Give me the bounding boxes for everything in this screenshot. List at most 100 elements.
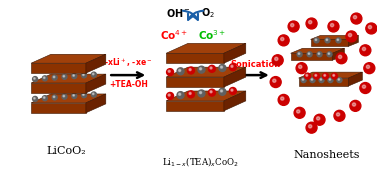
Circle shape	[314, 38, 319, 43]
Circle shape	[63, 95, 65, 97]
Circle shape	[33, 77, 37, 82]
Circle shape	[308, 53, 310, 54]
Circle shape	[82, 93, 87, 98]
Text: -xLi$^+$, -xe$^-$: -xLi$^+$, -xe$^-$	[104, 56, 152, 69]
Text: LiCoO₂: LiCoO₂	[46, 146, 86, 156]
Circle shape	[328, 78, 333, 83]
Circle shape	[270, 77, 281, 88]
Circle shape	[324, 74, 325, 76]
Circle shape	[229, 88, 236, 95]
Circle shape	[351, 13, 362, 24]
Circle shape	[72, 74, 77, 78]
Circle shape	[198, 66, 205, 73]
Circle shape	[368, 25, 372, 29]
Circle shape	[318, 53, 320, 54]
Polygon shape	[333, 48, 344, 60]
Circle shape	[42, 96, 47, 101]
Circle shape	[313, 73, 319, 79]
Circle shape	[363, 85, 366, 88]
Circle shape	[177, 68, 184, 75]
Circle shape	[278, 35, 289, 46]
Circle shape	[72, 93, 77, 98]
Text: Co$^{3+}$: Co$^{3+}$	[198, 28, 226, 42]
Circle shape	[288, 21, 299, 32]
Polygon shape	[86, 54, 106, 73]
Circle shape	[280, 37, 284, 41]
Circle shape	[364, 63, 375, 74]
Polygon shape	[31, 103, 86, 113]
Circle shape	[366, 23, 377, 34]
Circle shape	[336, 113, 340, 116]
Circle shape	[311, 79, 313, 80]
Polygon shape	[166, 77, 224, 87]
Circle shape	[179, 69, 181, 72]
Circle shape	[177, 92, 184, 99]
Circle shape	[338, 79, 339, 80]
Circle shape	[305, 73, 311, 79]
Circle shape	[317, 52, 322, 57]
Text: OH$^-$: OH$^-$	[166, 7, 191, 19]
Circle shape	[319, 78, 324, 83]
Circle shape	[273, 79, 276, 82]
Circle shape	[219, 88, 226, 95]
Circle shape	[179, 93, 181, 95]
Circle shape	[63, 75, 65, 77]
Polygon shape	[166, 91, 246, 101]
Circle shape	[62, 94, 67, 99]
Circle shape	[208, 65, 215, 72]
Text: O$_2$: O$_2$	[201, 7, 215, 20]
Circle shape	[333, 74, 335, 76]
Circle shape	[189, 69, 191, 71]
Circle shape	[82, 73, 87, 78]
Circle shape	[83, 74, 84, 75]
Circle shape	[310, 78, 315, 83]
Circle shape	[198, 90, 205, 97]
Circle shape	[219, 65, 226, 72]
Circle shape	[336, 53, 347, 64]
Polygon shape	[311, 35, 358, 39]
Circle shape	[93, 73, 94, 75]
Circle shape	[62, 74, 67, 79]
Polygon shape	[311, 39, 349, 46]
Circle shape	[34, 98, 35, 99]
Circle shape	[314, 114, 325, 125]
Circle shape	[167, 93, 174, 100]
Circle shape	[352, 103, 356, 106]
Circle shape	[334, 110, 345, 121]
Polygon shape	[31, 94, 106, 103]
Circle shape	[43, 77, 45, 78]
Polygon shape	[224, 43, 246, 63]
Circle shape	[210, 91, 212, 93]
Circle shape	[187, 67, 194, 74]
Polygon shape	[86, 94, 106, 113]
Circle shape	[93, 93, 94, 95]
Polygon shape	[224, 67, 246, 87]
Polygon shape	[31, 74, 106, 83]
Circle shape	[350, 100, 361, 111]
Polygon shape	[166, 67, 246, 77]
Circle shape	[220, 66, 223, 68]
Circle shape	[366, 65, 370, 68]
Circle shape	[353, 15, 357, 19]
Circle shape	[320, 79, 322, 80]
Polygon shape	[31, 63, 86, 73]
Circle shape	[349, 33, 352, 37]
Circle shape	[83, 94, 84, 95]
Circle shape	[275, 57, 278, 61]
Circle shape	[297, 52, 302, 57]
Circle shape	[200, 91, 201, 94]
Circle shape	[73, 75, 74, 76]
Circle shape	[328, 53, 330, 54]
Circle shape	[360, 83, 371, 93]
Circle shape	[187, 91, 194, 98]
Circle shape	[336, 38, 341, 43]
Circle shape	[52, 75, 57, 80]
Text: Nanosheets: Nanosheets	[293, 150, 360, 159]
Circle shape	[302, 79, 304, 80]
Circle shape	[294, 107, 305, 118]
Polygon shape	[291, 53, 333, 60]
Text: Sonication: Sonication	[231, 60, 281, 69]
Circle shape	[326, 39, 328, 41]
Circle shape	[33, 96, 37, 101]
Circle shape	[278, 95, 289, 105]
